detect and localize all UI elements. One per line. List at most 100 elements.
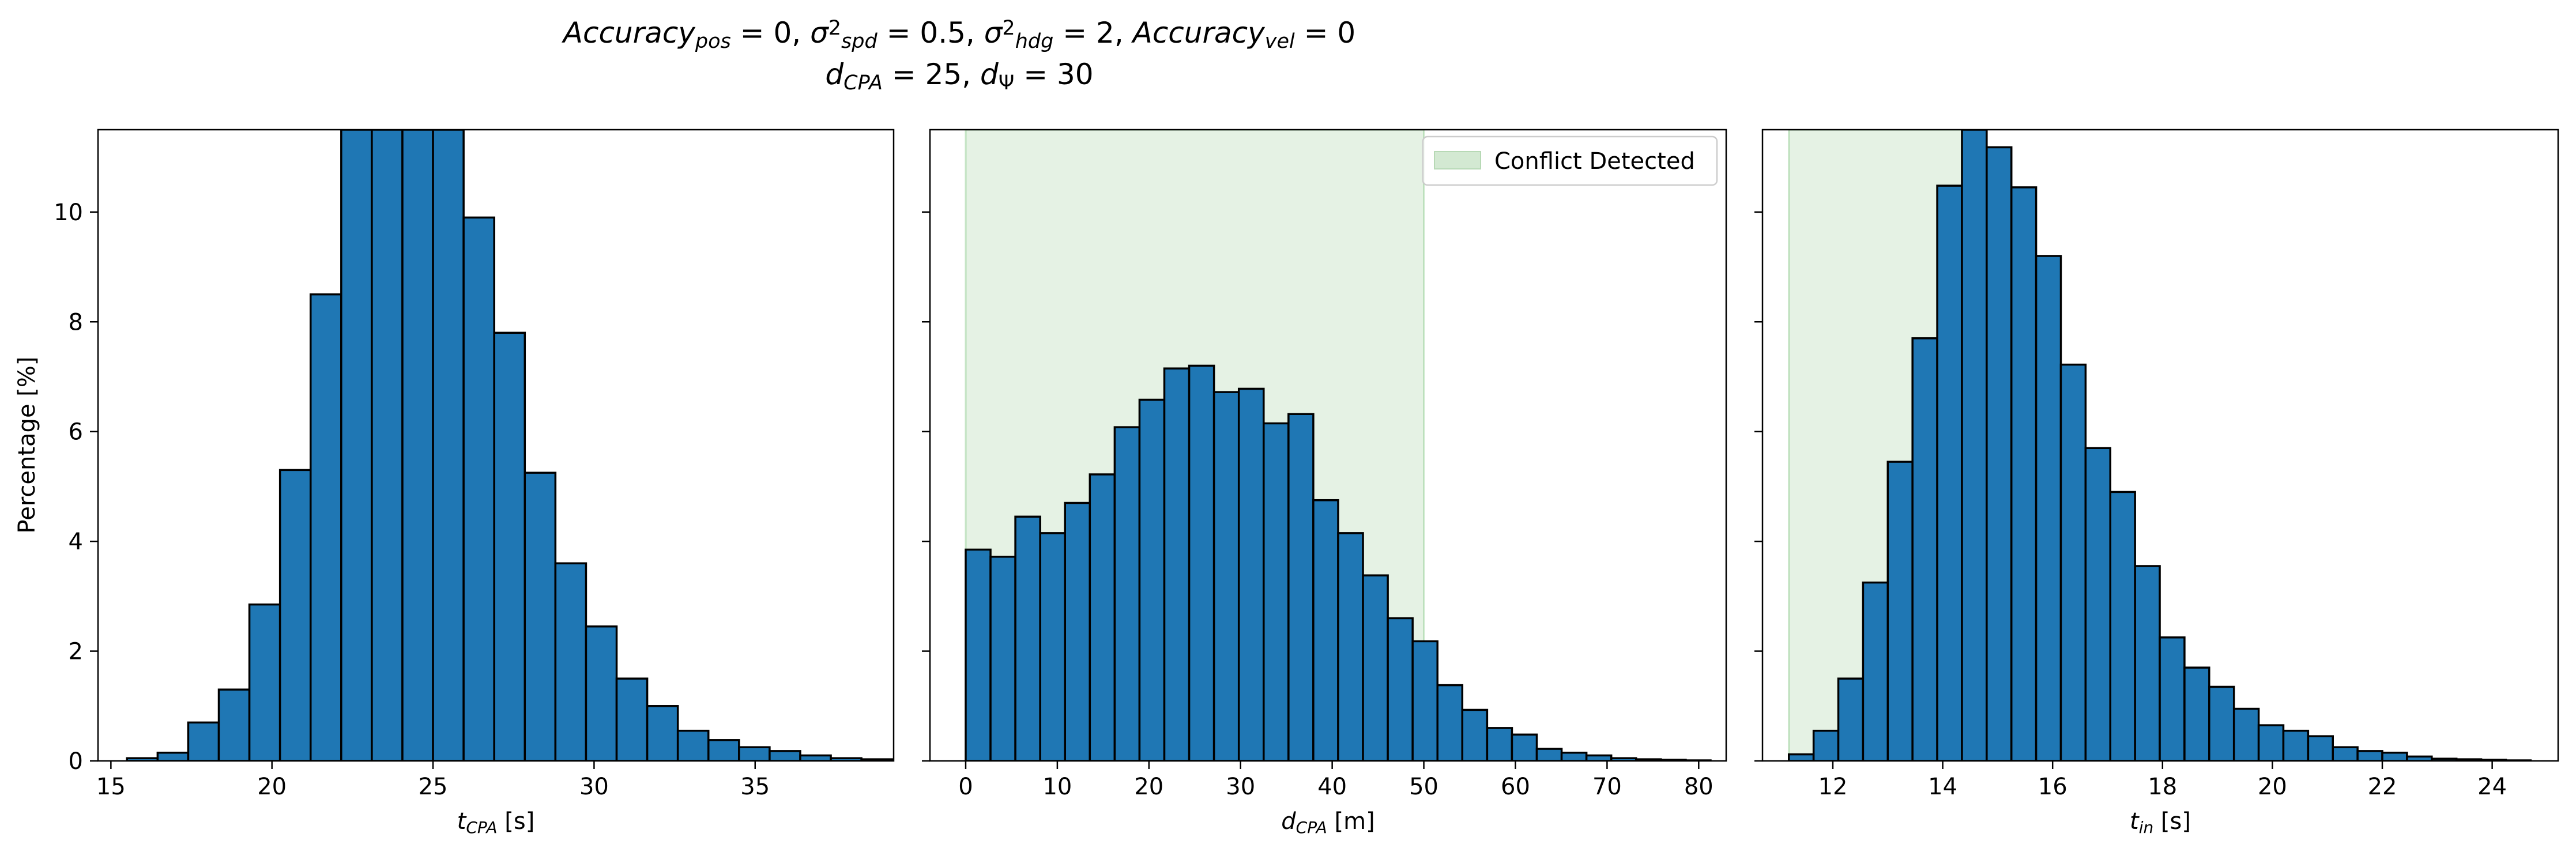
- subplot-3: 12 14 16 18 20 22 24 tin [s]: [1754, 129, 2559, 837]
- histogram-bar: [2381, 751, 2408, 761]
- axes-frame: [929, 129, 1727, 762]
- histogram-bar: [1986, 146, 2013, 761]
- histogram-bar: [1089, 473, 1116, 761]
- legend-swatch: [1434, 151, 1481, 169]
- histogram-bar: [1064, 502, 1091, 761]
- histogram-bar: [1886, 461, 1914, 761]
- x-tick-label: 30: [579, 774, 609, 800]
- histogram-bar: [2356, 750, 2383, 761]
- legend: Conflict Detected: [1422, 135, 1718, 186]
- histogram-bar: [2084, 447, 2112, 761]
- histogram-bar: [1263, 422, 1290, 761]
- histogram-bar: [2159, 636, 2186, 761]
- x-tick-label: 14: [1928, 774, 1957, 800]
- histogram-bar: [1486, 727, 1513, 761]
- legend-box: [1422, 135, 1718, 186]
- histogram-bar: [769, 750, 801, 761]
- histogram-bar: [462, 216, 495, 761]
- y-tick-label: 10: [54, 199, 83, 226]
- histogram-bar: [1188, 364, 1215, 761]
- x-tick-label: 16: [2038, 774, 2067, 800]
- histogram-bar: [2232, 707, 2260, 761]
- histogram-bar: [2109, 491, 2136, 761]
- histogram-bar: [217, 688, 251, 761]
- histogram-bar: [1535, 748, 1563, 761]
- x-tick-label: 20: [257, 774, 287, 800]
- histogram-bar: [1585, 754, 1613, 761]
- histogram-bar: [738, 746, 771, 761]
- histogram-bar: [1560, 751, 1588, 761]
- histogram-bar: [1511, 733, 1538, 761]
- histogram-bar: [965, 548, 992, 761]
- histogram-bar: [646, 705, 679, 761]
- histogram-bar: [493, 331, 526, 761]
- x-tick-label: 20: [2258, 774, 2287, 800]
- x-tick-label: 10: [1042, 774, 1072, 800]
- plot-area: [126, 130, 894, 761]
- histogram-bar: [1039, 532, 1066, 761]
- histogram-bar: [1287, 413, 1315, 761]
- histogram-bar: [676, 729, 710, 761]
- histogram-bar: [1337, 532, 1364, 761]
- histogram-bar: [2035, 255, 2062, 761]
- histogram-bar: [432, 130, 465, 761]
- histogram-bar: [278, 469, 312, 761]
- histogram-bar: [248, 603, 281, 761]
- axes-frame: [1761, 129, 2559, 762]
- histogram-bar: [156, 751, 190, 761]
- histogram-bar: [1411, 640, 1438, 761]
- y-axis-label: Percentage [%]: [14, 357, 40, 534]
- histogram-bar: [1387, 617, 1414, 761]
- x-tick-label: 15: [96, 774, 126, 800]
- x-tick-label: 18: [2148, 774, 2177, 800]
- x-tick-label: 35: [740, 774, 770, 800]
- y-tick-label: 4: [69, 529, 83, 555]
- legend-label: Conflict Detected: [1494, 148, 1695, 175]
- y-tick-label: 2: [69, 639, 83, 665]
- figure-title-line1: Accuracypos = 0, σ2spd = 0.5, σ2hdg = 2,…: [562, 16, 1356, 53]
- histogram-bar: [585, 625, 618, 761]
- histogram-bar: [2059, 363, 2087, 761]
- histogram-bar: [707, 739, 740, 761]
- histogram-bar: [309, 293, 342, 761]
- histogram-bar: [989, 556, 1016, 761]
- histogram-bar: [1787, 753, 1815, 761]
- histogram-bar: [371, 130, 404, 761]
- x-tick-label: 70: [1592, 774, 1622, 800]
- y-tick-label: 0: [69, 748, 83, 775]
- histogram-bar: [1212, 391, 1240, 761]
- histogram-bar: [1237, 387, 1265, 761]
- histogram-bar: [1312, 499, 1339, 761]
- plot-area: [1787, 130, 2532, 761]
- histogram-bar: [1961, 130, 1988, 761]
- histogram-bar: [1436, 684, 1464, 761]
- histogram-bar: [2134, 565, 2161, 761]
- x-tick-label: 22: [2368, 774, 2397, 800]
- histogram-bar: [891, 759, 894, 761]
- histogram-bar: [1014, 515, 1041, 761]
- histogram-bar: [2307, 735, 2334, 761]
- axes-frame: [97, 129, 895, 762]
- x-tick-label: 25: [419, 774, 448, 800]
- histogram-bar: [1163, 367, 1191, 761]
- plot-area: [965, 130, 1712, 761]
- x-tick-label: 80: [1684, 774, 1713, 800]
- histogram-bar: [1837, 677, 1865, 761]
- x-tick-label: 12: [1818, 774, 1848, 800]
- histogram-bar: [1113, 426, 1141, 761]
- histogram-bar: [1911, 337, 1938, 761]
- x-axis-label: tCPA [s]: [457, 808, 535, 837]
- x-tick-label: 20: [1134, 774, 1163, 800]
- x-tick-label: 24: [2477, 774, 2507, 800]
- x-tick-label: 40: [1317, 774, 1347, 800]
- x-tick-label: 60: [1501, 774, 1530, 800]
- x-tick-label: 30: [1226, 774, 1255, 800]
- figure-title-line2: dCPA = 25, dΨ = 30: [825, 58, 1093, 95]
- histogram-bar: [2332, 746, 2359, 761]
- y-tick-label: 6: [69, 419, 83, 446]
- subplot-1: 15 20 25 30 35 0 2 4 6 8 10 tCPA [s]: [54, 129, 895, 837]
- histogram-bar: [401, 130, 434, 761]
- x-axis-label: dCPA [m]: [1281, 808, 1374, 837]
